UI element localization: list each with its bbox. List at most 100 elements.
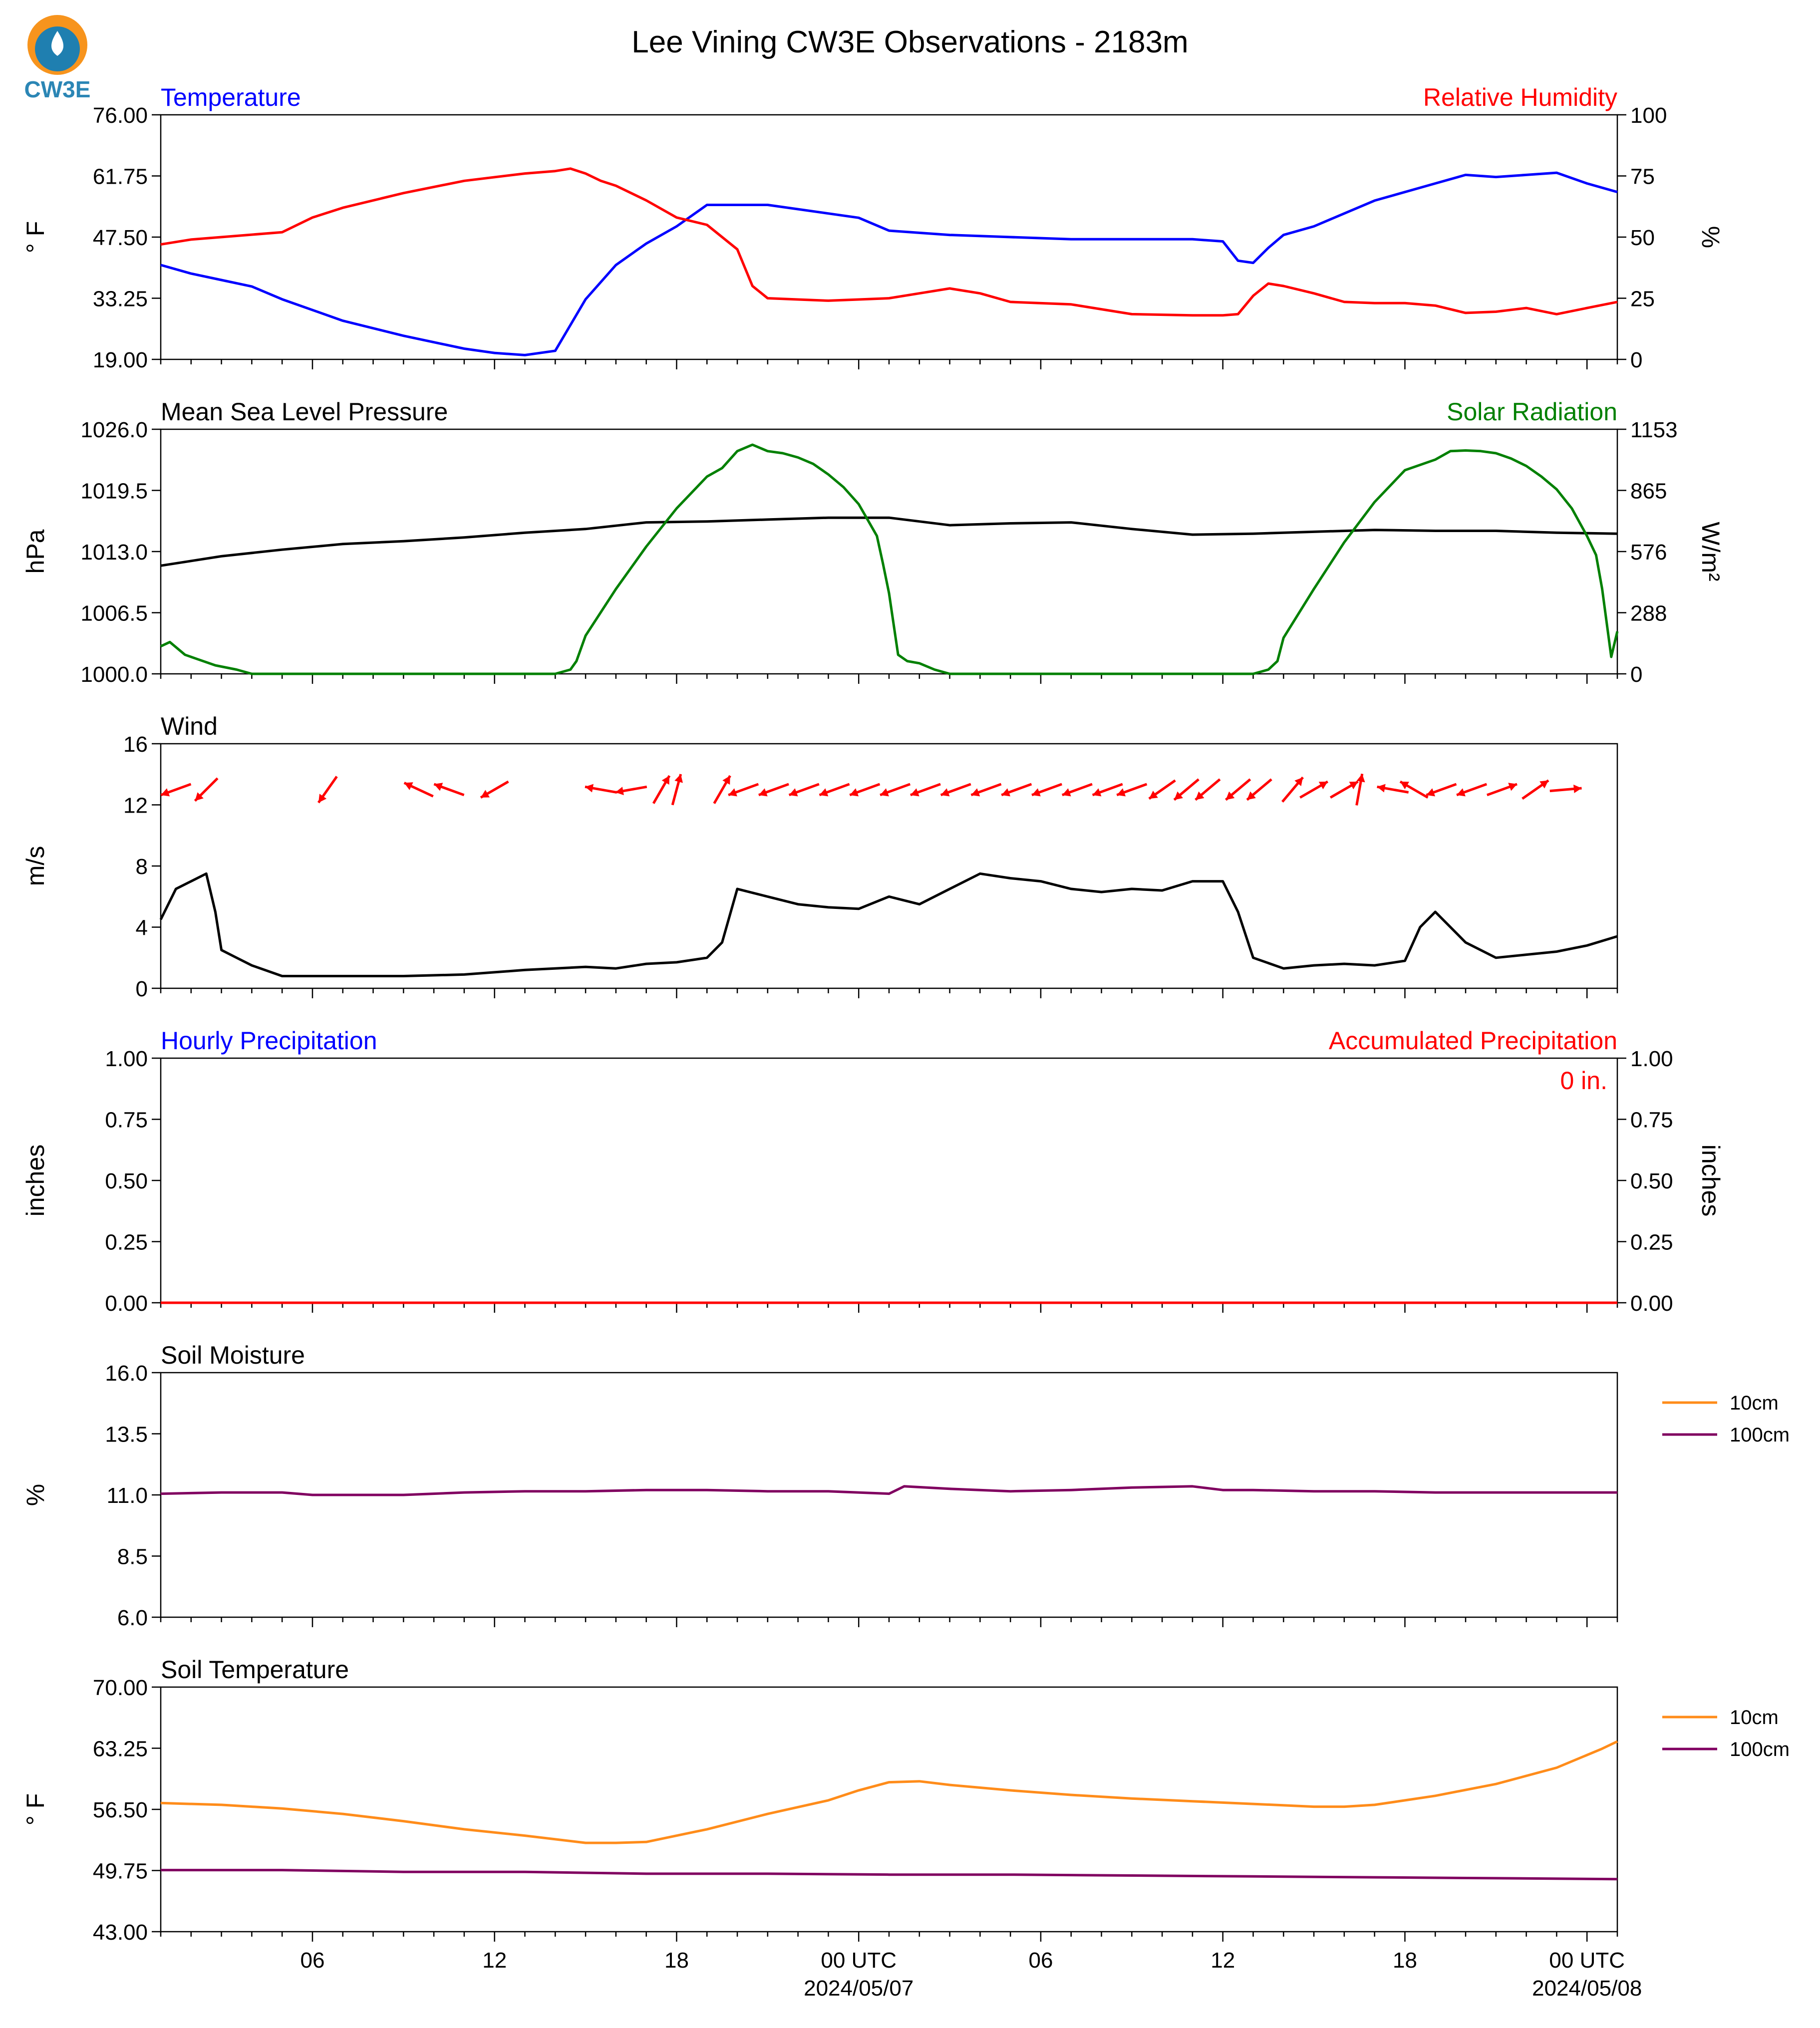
wind-arrow-head [585, 784, 594, 793]
y-tick-label: 0 [136, 977, 148, 1001]
panel-title-left: Mean Sea Level Pressure [161, 398, 448, 426]
wind-arrow [1456, 783, 1488, 797]
wind-arrow [585, 784, 617, 794]
wind-arrow [728, 783, 759, 797]
wind-arrow [1299, 780, 1329, 799]
wind-arrow-head [1356, 774, 1365, 783]
wind-arrow-head [674, 774, 683, 783]
y-tick-label: 1013.0 [80, 540, 148, 565]
y-tick-label: 1.00 [105, 1047, 148, 1071]
panel-soil_moisture: Soil Moisture 16.0 13.5 11.0 8.5 6.0% 10cm 100c… [21, 1341, 1790, 1630]
y-right-tick-label: 100 [1630, 103, 1667, 128]
wind-arrow-head [1377, 784, 1386, 793]
y-right-tick-label: 0.00 [1630, 1291, 1673, 1316]
wind-arrow [1399, 780, 1429, 799]
wind-arrow [433, 783, 465, 797]
y-tick-label: 56.50 [93, 1798, 148, 1822]
legend-label: 100cm [1730, 1424, 1790, 1446]
y-tick-label: 0.75 [105, 1108, 148, 1133]
wind-arrow [480, 780, 509, 799]
wind-arrow [403, 782, 434, 798]
y-tick-label: 1019.5 [80, 479, 148, 504]
wind-arrow [652, 775, 671, 804]
wind-arrow [758, 783, 789, 797]
y-tick-label: 19.00 [93, 348, 148, 372]
wind-arrow-head [434, 783, 443, 791]
wind-arrow [819, 783, 850, 797]
y-tick-label: 4 [136, 916, 148, 940]
wind-arrow-head [1117, 788, 1126, 797]
wind-arrow [1031, 783, 1063, 797]
y-right-axis-title: % [1697, 226, 1725, 248]
y-right-tick-label: 0 [1630, 348, 1642, 372]
wind-arrow [1246, 778, 1272, 801]
y-tick-label: 12 [123, 794, 148, 818]
panel-title-left: Temperature [161, 83, 301, 111]
wind-arrow [1195, 778, 1221, 801]
x-tick-label: 00 UTC [1549, 1948, 1625, 1973]
wind-arrow-head [1092, 788, 1102, 797]
series-line-soil_temperature-1 [161, 1869, 1618, 1881]
wind-arrow-head [1195, 791, 1205, 800]
wind-arrow [1116, 783, 1148, 797]
y-tick-label: 43.00 [93, 1920, 148, 1945]
wind-arrow-head [1062, 788, 1071, 797]
wind-arrow-head [1539, 780, 1549, 789]
wind-arrow-head [1573, 784, 1582, 794]
wind-arrow-head [1318, 781, 1328, 790]
series-line-soil_temperature-0 [160, 1740, 1618, 1844]
y-right-axis-title: W/m² [1697, 522, 1725, 581]
x-tick-label: 06 [1028, 1948, 1053, 1973]
y-tick-label: 1006.5 [80, 601, 148, 626]
legend-label: 100cm [1730, 1738, 1790, 1760]
wind-arrow [970, 783, 1002, 797]
wind-arrow-head [480, 790, 490, 798]
wind-arrow [1224, 778, 1251, 801]
y-tick-label: 8 [136, 855, 148, 879]
x-tick-label: 12 [482, 1948, 507, 1973]
wind-arrow [1426, 783, 1457, 797]
panel-title-left: Soil Temperature [161, 1656, 349, 1684]
y-right-axis-title: inches [1697, 1145, 1725, 1217]
wind-arrow [1521, 779, 1549, 800]
wind-arrow-head [661, 776, 670, 785]
wind-arrow [1092, 783, 1123, 797]
wind-arrow-head [1294, 777, 1303, 787]
series-line-temperature-1 [160, 167, 1618, 317]
wind-arrow-head [1247, 791, 1256, 800]
wind-arrow [1549, 784, 1582, 794]
legend-label: 10cm [1730, 1392, 1779, 1414]
wind-arrow-head [195, 792, 204, 801]
wind-arrow [615, 785, 647, 796]
y-tick-label: 16 [123, 732, 148, 757]
wind-arrow [1061, 783, 1093, 797]
wind-arrow-head [1032, 788, 1041, 797]
x-tick-date: 2024/05/08 [1532, 1976, 1642, 2001]
y-axis-title: m/s [21, 846, 49, 886]
y-right-tick-label: 0 [1630, 662, 1642, 687]
wind-arrow [671, 774, 683, 806]
y-right-tick-label: 0.25 [1630, 1230, 1673, 1255]
wind-arrow-head [1001, 788, 1011, 797]
y-tick-label: 1026.0 [80, 418, 148, 442]
wind-arrow [317, 776, 338, 804]
y-tick-label: 13.5 [105, 1423, 148, 1447]
panel-soil_temperature: Soil Temperature 70.00 63.25 56.50 49.75 43.0… [21, 1656, 1790, 2001]
y-tick-label: 63.25 [93, 1737, 148, 1761]
wind-arrow [160, 783, 192, 797]
panel-title-left: Wind [161, 712, 218, 740]
y-tick-label: 33.25 [93, 287, 148, 311]
y-tick-label: 76.00 [93, 103, 148, 128]
panel-title-right: Solar Radiation [1447, 398, 1617, 426]
wind-arrow-head [758, 788, 768, 797]
y-tick-label: 0.50 [105, 1169, 148, 1193]
wind-arrow-head [880, 788, 889, 797]
wind-arrow [880, 783, 911, 797]
y-tick-label: 0.25 [105, 1230, 148, 1255]
panel-temperature: Temperature Relative Humidity 76.00 61.75 47… [21, 83, 1725, 372]
wind-arrow-head [1225, 791, 1235, 800]
legend-label: 10cm [1730, 1707, 1779, 1729]
y-tick-label: 61.75 [93, 165, 148, 189]
x-tick-label: 12 [1211, 1948, 1235, 1973]
